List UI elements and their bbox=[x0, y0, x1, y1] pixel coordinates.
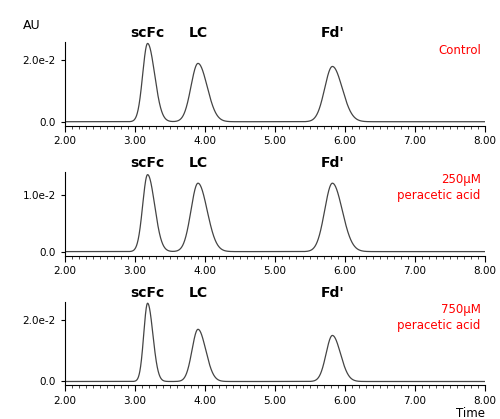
Text: Fd': Fd' bbox=[320, 26, 344, 40]
Text: LC: LC bbox=[188, 286, 208, 300]
Text: LC: LC bbox=[188, 156, 208, 170]
X-axis label: Time: Time bbox=[456, 407, 485, 419]
Text: Fd': Fd' bbox=[320, 286, 344, 300]
Text: scFc: scFc bbox=[130, 286, 164, 300]
Text: AU: AU bbox=[23, 19, 40, 32]
Text: Control: Control bbox=[438, 44, 481, 57]
Text: 750μM
peracetic acid: 750μM peracetic acid bbox=[398, 303, 481, 332]
Text: Fd': Fd' bbox=[320, 156, 344, 170]
Text: 250μM
peracetic acid: 250μM peracetic acid bbox=[398, 173, 481, 202]
Text: LC: LC bbox=[188, 26, 208, 40]
Text: scFc: scFc bbox=[130, 26, 164, 40]
Text: scFc: scFc bbox=[130, 156, 164, 170]
